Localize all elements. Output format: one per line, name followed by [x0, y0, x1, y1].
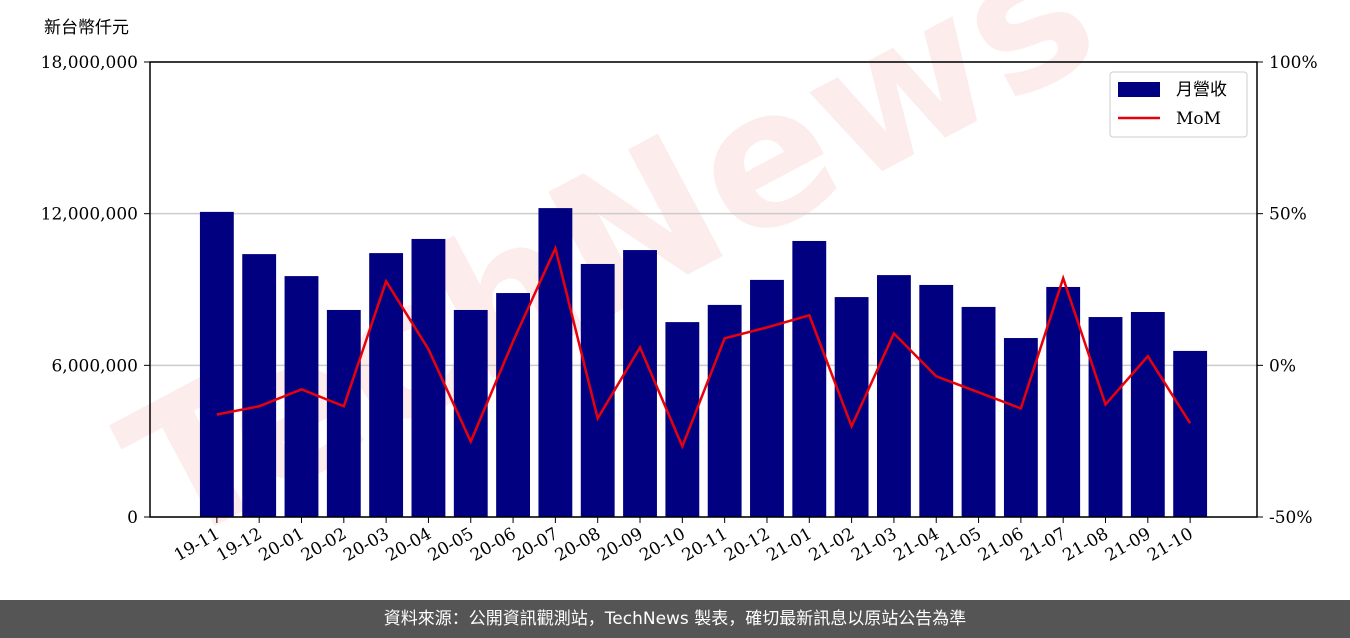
bar	[1173, 350, 1208, 517]
bar	[1088, 317, 1123, 517]
chart: TechNews 新台幣仟元 06,000,00012,000,00018,00…	[41, 0, 1318, 588]
x-tick-label: 21-07	[1017, 524, 1069, 566]
x-tick-label: 21-05	[933, 524, 985, 566]
x-tick-label: 21-10	[1144, 524, 1196, 566]
bar	[919, 284, 954, 517]
y2-tick-label: 100%	[1269, 53, 1318, 73]
plot-frame	[149, 61, 1258, 518]
x-tick-label: 20-12	[721, 524, 773, 566]
bar	[496, 293, 531, 517]
bar	[834, 297, 869, 517]
bar	[1003, 338, 1038, 517]
x-tick-label: 21-09	[1102, 524, 1154, 566]
line	[216, 244, 1192, 450]
y-tick-label: 18,000,000	[41, 53, 138, 73]
x-tick-label: 21-04	[890, 524, 942, 566]
x-tick-label: 21-01	[763, 524, 815, 566]
y-axis-label: 新台幣仟元	[44, 18, 129, 38]
x-tick-label: 21-03	[848, 524, 900, 566]
bar	[538, 208, 573, 517]
footer: 資料來源：公開資訊觀測站，TechNews 製表，確切最新訊息以原站公告為準	[0, 600, 1350, 638]
x-tick-label: 20-09	[594, 524, 646, 566]
x-tick-label: 20-04	[382, 524, 434, 566]
legend-swatch	[1118, 82, 1160, 97]
bar	[876, 275, 911, 517]
y-tick-label: 0	[127, 508, 138, 528]
y2-tick-label: 0%	[1269, 356, 1296, 376]
x-tick-label: 20-03	[340, 524, 392, 566]
bar	[792, 240, 827, 517]
x-tick-label: 20-02	[298, 524, 350, 566]
x-tick-label: 21-08	[1060, 524, 1112, 566]
legend-label: MoM	[1176, 109, 1221, 129]
bar	[961, 306, 996, 517]
y2-tick-label: -50%	[1269, 508, 1313, 528]
bar	[1046, 286, 1081, 517]
x-tick-label: 20-11	[679, 524, 731, 566]
bar	[623, 250, 657, 518]
bar	[242, 254, 277, 517]
bar	[326, 309, 361, 517]
x-tick-label: 20-05	[425, 524, 477, 566]
y-tick-label: 12,000,000	[41, 205, 138, 225]
bar	[1130, 311, 1165, 517]
bar	[750, 279, 784, 517]
bar	[199, 211, 234, 517]
bar	[369, 253, 404, 517]
bar	[284, 276, 319, 517]
x-tick-label: 20-06	[467, 524, 519, 566]
x-tick-label: 20-07	[509, 524, 561, 566]
x-tick-label: 21-02	[806, 524, 858, 566]
legend-label: 月營收	[1176, 80, 1227, 100]
bar	[411, 238, 446, 517]
bar	[707, 304, 742, 517]
bar	[580, 263, 615, 517]
x-tick-label: 21-06	[975, 524, 1027, 566]
y-tick-label: 6,000,000	[51, 356, 138, 376]
x-tick-label: 20-08	[552, 524, 604, 566]
x-tick-label: 20-10	[636, 524, 688, 566]
y2-tick-label: 50%	[1269, 205, 1307, 225]
